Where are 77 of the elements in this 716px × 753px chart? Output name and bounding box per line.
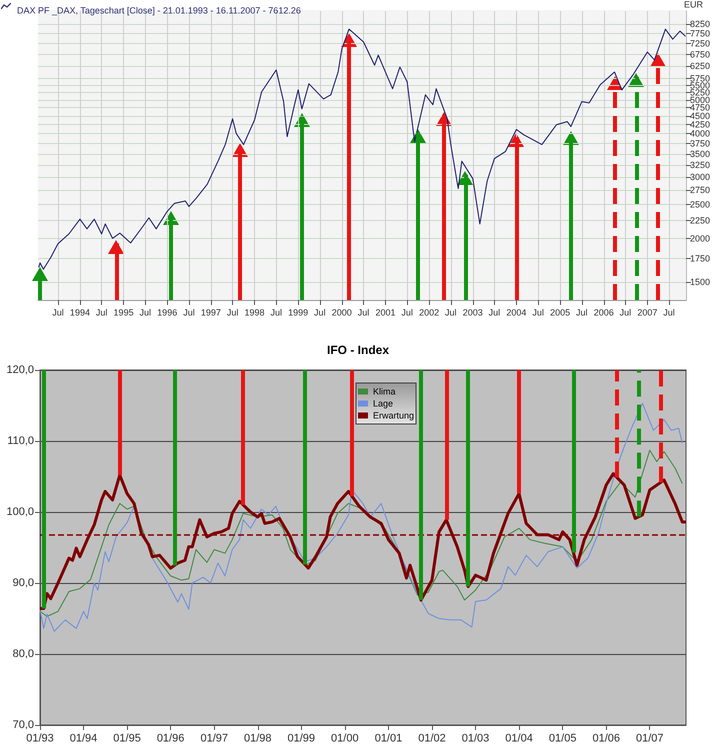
x-tick-label: 1997 xyxy=(200,308,221,318)
y-tick-label: 110,0 xyxy=(7,435,34,447)
x-tick-label: Jul xyxy=(96,308,108,318)
x-tick-label: 01/95 xyxy=(113,732,141,744)
x-tick-label: 2000 xyxy=(332,308,352,318)
y-tick-label: 5000 xyxy=(690,94,710,105)
x-tick-label: 2001 xyxy=(376,308,396,318)
legend-label: Lage xyxy=(373,398,394,408)
x-tick-label: Jul xyxy=(576,308,588,318)
y-tick-label: 2250 xyxy=(690,216,710,226)
y-tick-label: 3500 xyxy=(690,148,710,159)
x-tick-label: Jul xyxy=(488,308,500,318)
x-tick-label: 1995 xyxy=(114,308,134,318)
y-tick-label: 1500 xyxy=(690,276,710,287)
x-tick-label: Jul xyxy=(314,308,326,318)
x-tick-label: 01/97 xyxy=(200,732,228,744)
legend-label: Erwartung xyxy=(373,410,414,420)
x-tick-label: Jul xyxy=(663,308,675,318)
y-tick-label: 4250 xyxy=(690,119,710,130)
y-tick-label: 70,0 xyxy=(12,719,34,731)
x-tick-label: 1994 xyxy=(70,308,90,318)
y-tick-label: 6750 xyxy=(690,49,710,60)
y-tick-label: 6250 xyxy=(690,61,710,72)
chart-title: IFO - Index xyxy=(326,343,390,357)
y-tick-label: 2500 xyxy=(690,200,710,210)
x-tick-label: 1996 xyxy=(157,308,178,318)
x-tick-label: 01/98 xyxy=(244,732,272,744)
y-tick-label: 120,0 xyxy=(6,364,34,376)
x-tick-label: 2007 xyxy=(637,308,658,318)
x-tick-label: 1998 xyxy=(244,308,265,318)
x-tick-label: 01/04 xyxy=(505,732,533,744)
x-tick-label: 2006 xyxy=(594,308,614,318)
legend-label: Klima xyxy=(373,386,396,396)
x-tick-label: 01/05 xyxy=(548,732,576,744)
y-tick-label: 3250 xyxy=(690,160,710,170)
y-tick-label: 7250 xyxy=(690,38,710,49)
x-tick-label: Jul xyxy=(358,308,370,318)
y-tick-label: 2750 xyxy=(690,185,710,196)
y-tick-label: 3750 xyxy=(690,138,710,148)
x-tick-label: Jul xyxy=(620,308,632,318)
y-tick-label: 100,0 xyxy=(6,506,34,518)
chart-title: DAX PF _DAX, Tageschart [Close] - 21.01.1993 - 16.11.2007 - 7612.26 xyxy=(17,6,301,16)
y-tick-label: 4000 xyxy=(690,128,710,139)
y-tick-label: 7750 xyxy=(690,28,710,39)
x-tick-label: 2002 xyxy=(419,308,440,318)
x-tick-label: 01/93 xyxy=(26,732,54,744)
x-tick-label: Jul xyxy=(52,308,64,318)
x-tick-label: 2003 xyxy=(462,308,483,318)
y-tick-label: 3000 xyxy=(690,172,710,182)
x-tick-label: 01/99 xyxy=(288,732,316,744)
x-tick-label: 2005 xyxy=(550,308,570,318)
y-tick-label: 4500 xyxy=(690,110,710,121)
y-tick-label: 1750 xyxy=(690,254,710,264)
y-tick-label: 2000 xyxy=(690,233,710,244)
y-tick-label: 4750 xyxy=(690,102,710,113)
x-tick-label: 01/94 xyxy=(70,732,98,744)
x-tick-label: Jul xyxy=(226,308,238,318)
x-tick-label: 2004 xyxy=(506,308,526,318)
x-tick-label: 01/03 xyxy=(462,732,490,744)
x-tick-label: 01/01 xyxy=(374,732,402,744)
x-tick-label: Jul xyxy=(183,308,195,318)
line-series xyxy=(38,472,688,610)
x-tick-label: Jul xyxy=(445,308,457,318)
y-tick-label: 90,0 xyxy=(12,577,34,589)
x-tick-label: Jul xyxy=(139,308,151,318)
x-tick-label: 01/96 xyxy=(156,732,184,744)
x-tick-label: Jul xyxy=(532,308,544,318)
y-tick-label: 80,0 xyxy=(12,648,34,660)
x-tick-label: 01/06 xyxy=(592,732,620,744)
y-tick-label: 8250 xyxy=(690,19,710,30)
x-tick-label: 01/02 xyxy=(418,732,446,744)
x-tick-label: 01/00 xyxy=(331,732,359,744)
x-tick-label: 01/07 xyxy=(636,732,664,744)
y-axis-title: EUR xyxy=(684,0,704,10)
x-tick-label: Jul xyxy=(401,308,413,318)
x-tick-label: 1999 xyxy=(288,308,308,318)
x-tick-label: Jul xyxy=(270,308,282,318)
